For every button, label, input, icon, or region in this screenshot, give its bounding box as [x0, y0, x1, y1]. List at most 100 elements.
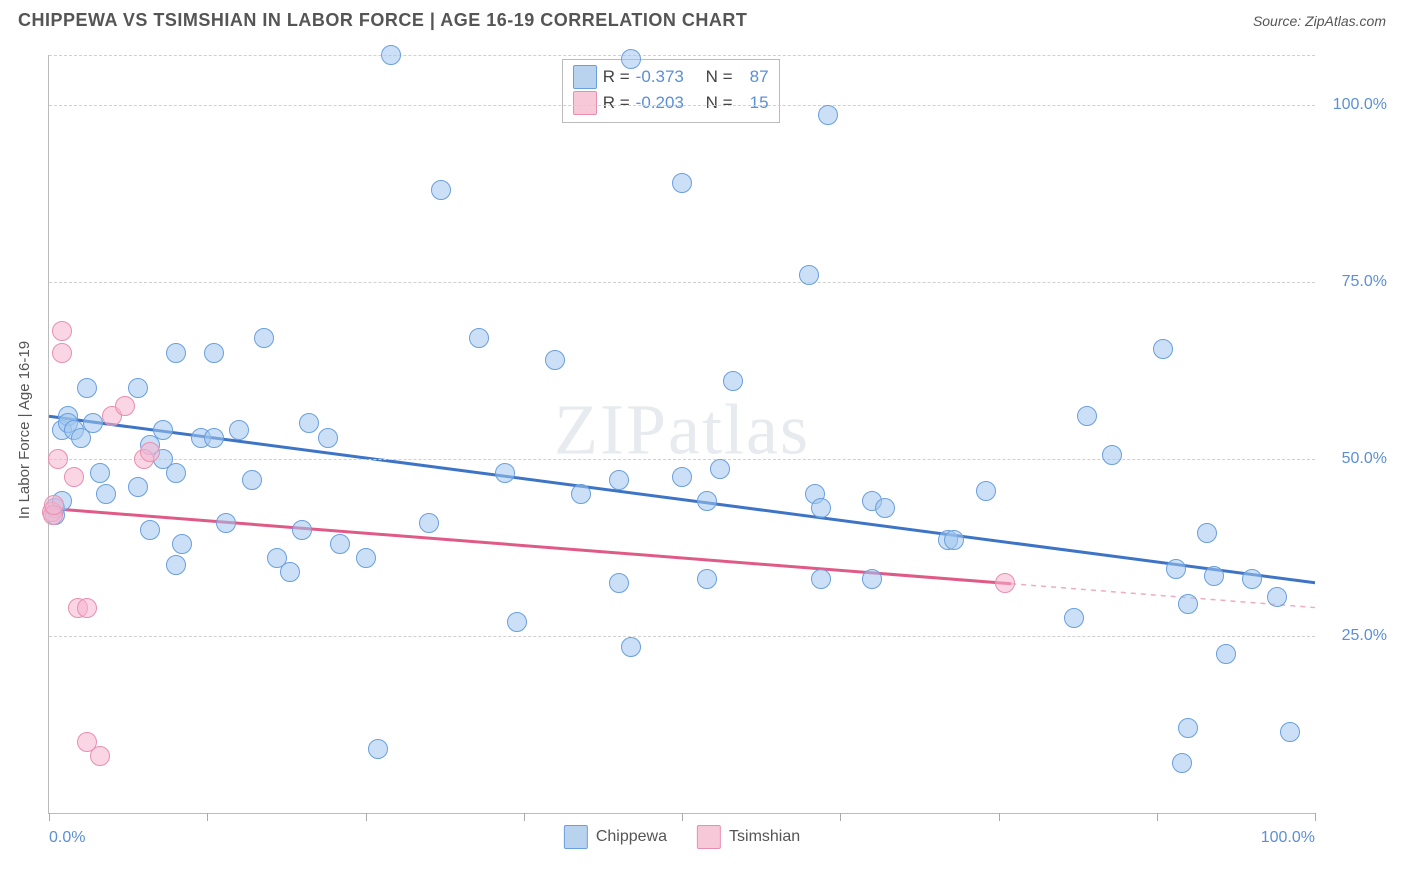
legend-r-label: R = [603, 93, 630, 113]
scatter-point [811, 498, 831, 518]
x-tick [524, 813, 525, 821]
scatter-point [356, 548, 376, 568]
scatter-point [799, 265, 819, 285]
y-axis-label: 25.0% [1342, 627, 1387, 645]
x-axis-label-max: 100.0% [1261, 829, 1315, 847]
legend-n-label: N = [706, 67, 733, 87]
scatter-point [1172, 753, 1192, 773]
source-attribution: Source: ZipAtlas.com [1253, 13, 1386, 29]
scatter-point [862, 569, 882, 589]
scatter-point [140, 520, 160, 540]
scatter-point [811, 569, 831, 589]
gridline [49, 55, 1315, 56]
scatter-point [697, 491, 717, 511]
scatter-point [571, 484, 591, 504]
scatter-point [1197, 523, 1217, 543]
scatter-point [77, 598, 97, 618]
scatter-point [1178, 594, 1198, 614]
legend-swatch [573, 91, 597, 115]
scatter-point [172, 534, 192, 554]
scatter-point [128, 477, 148, 497]
scatter-point [621, 49, 641, 69]
legend-n-value: 87 [739, 67, 769, 87]
scatter-point [1267, 587, 1287, 607]
scatter-point [609, 470, 629, 490]
x-tick [366, 813, 367, 821]
scatter-point [128, 378, 148, 398]
scatter-point [140, 442, 160, 462]
scatter-point [229, 420, 249, 440]
scatter-point [697, 569, 717, 589]
y-axis-label: 100.0% [1333, 96, 1387, 114]
scatter-point [672, 467, 692, 487]
legend-swatch [573, 65, 597, 89]
scatter-point [976, 481, 996, 501]
scatter-point [204, 343, 224, 363]
scatter-point [419, 513, 439, 533]
trend-line [49, 416, 1315, 582]
legend-swatch [697, 825, 721, 849]
y-axis-title: In Labor Force | Age 16-19 [16, 341, 33, 519]
scatter-point [723, 371, 743, 391]
scatter-point [1166, 559, 1186, 579]
legend-n-label: N = [706, 93, 733, 113]
scatter-point [318, 428, 338, 448]
scatter-point [710, 459, 730, 479]
x-tick [49, 813, 50, 821]
scatter-point [944, 530, 964, 550]
scatter-point [368, 739, 388, 759]
scatter-point [469, 328, 489, 348]
scatter-point [90, 463, 110, 483]
scatter-point [153, 420, 173, 440]
legend-series-label: Tsimshian [729, 828, 800, 846]
scatter-point [1216, 644, 1236, 664]
correlation-legend: R =-0.373N =87R =-0.203N =15 [562, 59, 780, 123]
legend-r-label: R = [603, 67, 630, 87]
scatter-point [204, 428, 224, 448]
legend-swatch [564, 825, 588, 849]
scatter-point [381, 45, 401, 65]
scatter-point [330, 534, 350, 554]
scatter-point [1064, 608, 1084, 628]
x-tick [1157, 813, 1158, 821]
scatter-point [1204, 566, 1224, 586]
scatter-point [1280, 722, 1300, 742]
gridline [49, 459, 1315, 460]
scatter-point [52, 321, 72, 341]
x-axis-label-min: 0.0% [49, 829, 85, 847]
scatter-point [115, 396, 135, 416]
scatter-point [1153, 339, 1173, 359]
scatter-point [83, 413, 103, 433]
gridline [49, 105, 1315, 106]
y-axis-label: 50.0% [1342, 450, 1387, 468]
scatter-point [280, 562, 300, 582]
x-tick [207, 813, 208, 821]
scatter-point [875, 498, 895, 518]
scatter-point [216, 513, 236, 533]
legend-item: Tsimshian [697, 825, 800, 849]
scatter-point [254, 328, 274, 348]
scatter-point [64, 467, 84, 487]
scatter-point [1077, 406, 1097, 426]
x-tick [999, 813, 1000, 821]
legend-row: R =-0.203N =15 [573, 90, 769, 116]
x-tick [682, 813, 683, 821]
legend-r-value: -0.203 [636, 93, 700, 113]
scatter-point [495, 463, 515, 483]
scatter-point [52, 343, 72, 363]
series-legend: Chippewa Tsimshian [564, 825, 800, 849]
scatter-point [96, 484, 116, 504]
scatter-point [48, 449, 68, 469]
legend-series-label: Chippewa [596, 828, 667, 846]
gridline [49, 282, 1315, 283]
scatter-point [545, 350, 565, 370]
scatter-point [818, 105, 838, 125]
legend-r-value: -0.373 [636, 67, 700, 87]
page-title: CHIPPEWA VS TSIMSHIAN IN LABOR FORCE | A… [18, 10, 747, 31]
scatter-point [166, 463, 186, 483]
scatter-point [672, 173, 692, 193]
scatter-point [609, 573, 629, 593]
x-tick [840, 813, 841, 821]
y-axis-label: 75.0% [1342, 273, 1387, 291]
scatter-point [44, 495, 64, 515]
